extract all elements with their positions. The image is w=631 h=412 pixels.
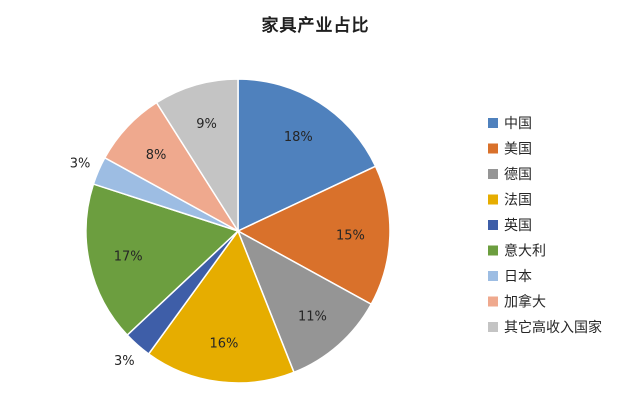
legend-label: 德国 <box>504 167 532 183</box>
legend-label: 中国 <box>504 116 532 132</box>
legend-label: 美国 <box>504 142 532 158</box>
legend-label: 法国 <box>504 193 532 209</box>
pie-slice <box>236 229 373 374</box>
pie-slice-labels: 18% 15% 11% 16% 3% 17% 3% 8% 9% <box>70 117 365 369</box>
pie-slice <box>85 183 240 337</box>
pie-slice <box>155 78 239 234</box>
legend-swatch <box>488 118 498 128</box>
legend-swatch <box>488 245 498 256</box>
legend-swatch <box>488 271 498 281</box>
legend-label: 意大利 <box>504 243 546 260</box>
chart-title: 家具产业占比 <box>261 16 370 36</box>
legend-swatch <box>488 322 498 332</box>
legend-label: 日本 <box>504 269 532 285</box>
legend-label: 其它高收入国家 <box>504 319 602 336</box>
slice-data-label: 16% <box>209 337 238 352</box>
slice-data-label: 3% <box>70 157 91 172</box>
slice-data-label: 8% <box>146 148 167 163</box>
legend-swatch <box>488 194 498 205</box>
legend-label: 加拿大 <box>504 294 546 311</box>
slice-data-label: 17% <box>114 250 143 265</box>
legend-label: 英国 <box>504 217 532 234</box>
slice-data-label: 3% <box>114 354 135 369</box>
legend-swatch <box>488 296 498 307</box>
pie-slice <box>237 78 377 233</box>
slice-data-label: 11% <box>298 309 327 324</box>
pie-slices <box>85 78 391 384</box>
slice-data-label: 9% <box>196 117 217 132</box>
pie-slice <box>147 229 295 384</box>
legend-swatch <box>488 220 498 230</box>
slice-data-label: 18% <box>284 130 313 145</box>
pie-slice <box>236 165 391 306</box>
slice-data-label: 15% <box>336 229 365 244</box>
legend-swatch <box>488 143 498 154</box>
legend-swatch <box>488 169 498 179</box>
